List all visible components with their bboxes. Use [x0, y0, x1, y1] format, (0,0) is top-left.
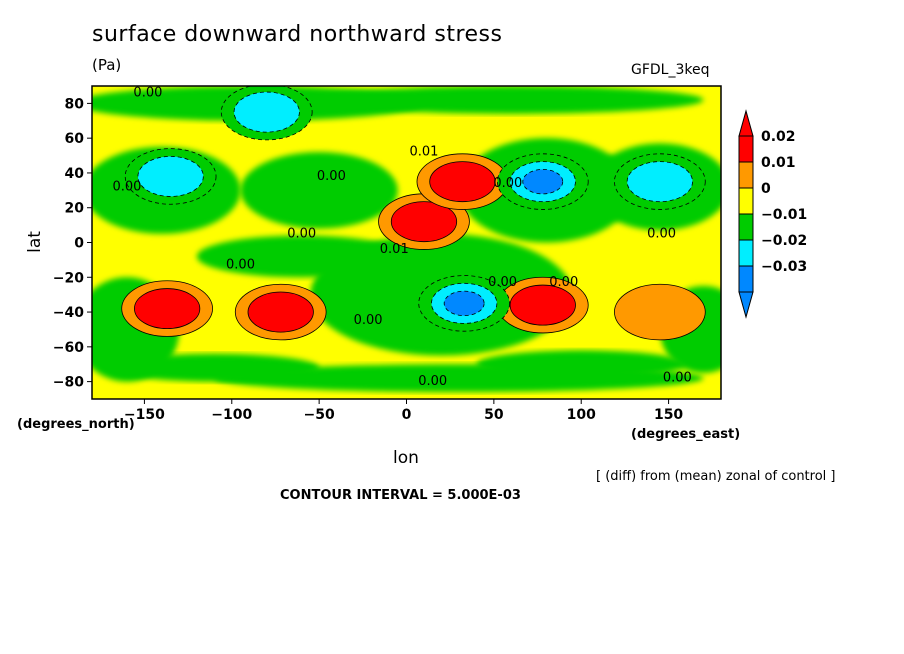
contour-interval: CONTOUR INTERVAL = 5.000E-03	[280, 488, 521, 503]
contour-label: 0.00	[317, 169, 346, 184]
field-band	[319, 86, 704, 114]
y-tick-label: 80	[65, 96, 85, 112]
x-unit-label: (degrees_east)	[631, 427, 740, 442]
colorbar-label: −0.02	[761, 233, 807, 249]
x-tick-label: 150	[654, 407, 683, 423]
contour-fill	[429, 161, 496, 203]
colorbar-extend-top	[738, 109, 754, 137]
colorbar-label: 0	[761, 181, 771, 197]
x-tick-label: −150	[124, 407, 165, 423]
contour-label: 0.00	[488, 275, 517, 290]
colorbar-label: −0.03	[761, 259, 807, 275]
field-band	[196, 235, 407, 278]
x-tick-label: −50	[304, 407, 335, 423]
y-axis-title: lat	[25, 231, 45, 253]
field-band	[109, 353, 320, 382]
x-tick-label: −100	[211, 407, 252, 423]
contour-label: 0.00	[418, 374, 447, 389]
y-tick-label: 0	[74, 236, 84, 252]
y-tick-label: 60	[65, 131, 85, 147]
field-band	[476, 350, 687, 379]
contour-label: 0.01	[409, 145, 438, 160]
y-tick-label: −40	[53, 305, 84, 321]
contour-fill	[390, 201, 458, 243]
x-tick-label: 50	[484, 407, 504, 423]
y-tick-label: −60	[53, 340, 84, 356]
colorbar-label: 0.01	[761, 155, 796, 171]
diff-note: [ (diff) from (mean) zonal of control ]	[596, 469, 836, 484]
contour-label: 0.00	[226, 258, 255, 273]
colorbar-box	[738, 135, 754, 163]
contour-fill	[137, 155, 204, 197]
y-tick-label: −20	[53, 270, 84, 286]
y-tick-label: 40	[65, 166, 85, 182]
contour-fill	[233, 91, 300, 133]
model-label: GFDL_3keq	[631, 62, 710, 78]
contour-fill	[247, 291, 314, 333]
contour-fill	[509, 284, 576, 326]
colorbar-label: 0.02	[761, 129, 796, 145]
colorbar-box	[738, 161, 754, 189]
contour-label: 0.00	[112, 179, 141, 194]
contour-label: 0.01	[380, 242, 409, 257]
contour-label: 0.00	[133, 85, 162, 100]
contour-label: 0.00	[647, 226, 676, 241]
colorbar-box	[738, 265, 754, 293]
chart-title: surface downward northward stress	[92, 22, 503, 47]
contour-fill	[614, 283, 706, 341]
contour-layer	[121, 86, 706, 341]
contour-label: 0.00	[354, 313, 383, 328]
contour-label: 0.00	[663, 371, 692, 386]
contour-label: 0.00	[287, 226, 316, 241]
y-tick-label: −80	[53, 375, 84, 391]
x-axis-title: lon	[393, 448, 419, 468]
contour-fill	[522, 168, 564, 195]
colorbar: 0.02 0.01 0 −0.01 −0.02 −0.03	[738, 109, 807, 319]
contour-fill	[443, 290, 485, 317]
colorbar-box	[738, 187, 754, 215]
colorbar-extend-bottom	[738, 291, 754, 319]
y-unit-label: (degrees_north)	[17, 417, 135, 432]
field-layer	[92, 86, 721, 393]
contour-label: 0.00	[493, 176, 522, 191]
colorbar-box	[738, 239, 754, 267]
contour-label: 0.00	[549, 275, 578, 290]
x-axis: −150 −100 −50 0 50 100 150	[124, 399, 683, 423]
colorbar-label: −0.01	[761, 207, 807, 223]
y-tick-label: 20	[65, 201, 85, 217]
contour-labels: 0.00 0.00 0.00 0.01 0.00 0.00 0.01 0.00 0.00 0.00…	[112, 85, 691, 389]
field-band	[240, 152, 398, 229]
y-axis: 80 60 40 20 0 −20 −40 −60 −80	[53, 96, 92, 391]
contour-fill	[134, 288, 201, 330]
chart-units: (Pa)	[92, 56, 122, 74]
contour-fill	[626, 161, 693, 203]
x-tick-label: 0	[402, 407, 412, 423]
x-tick-label: 100	[567, 407, 596, 423]
colorbar-box	[738, 213, 754, 241]
